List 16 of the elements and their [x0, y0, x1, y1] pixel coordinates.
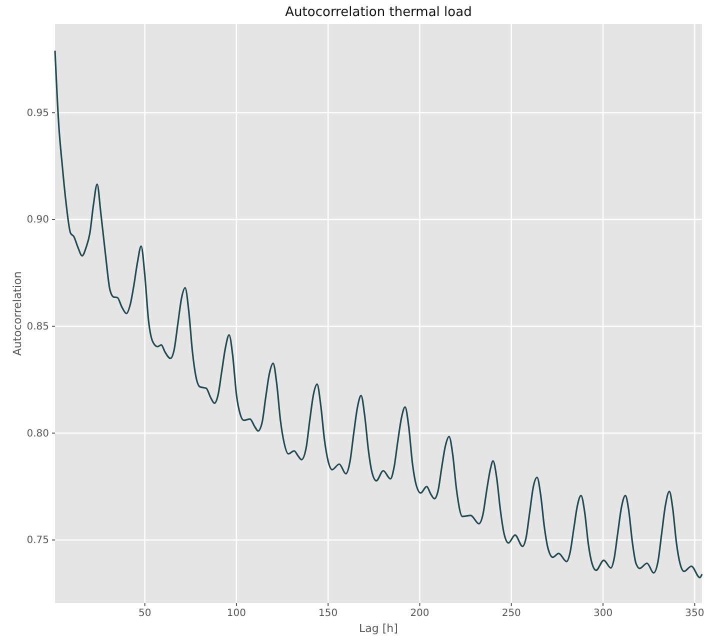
x-tick-label: 150: [318, 608, 338, 620]
x-tick-label: 250: [502, 608, 521, 620]
x-axis-title: Lag [h]: [359, 622, 398, 635]
chart-title: Autocorrelation thermal load: [285, 5, 472, 20]
y-tick-label: 0.80: [26, 428, 49, 440]
x-tick-label: 350: [685, 608, 704, 620]
x-tick-label: 300: [593, 608, 613, 620]
y-tick-label: 0.90: [26, 214, 49, 226]
y-axis-title: Autocorrelation: [11, 271, 24, 356]
y-tick-label: 0.95: [26, 108, 49, 119]
x-tick-label: 50: [138, 608, 152, 620]
x-tick-label: 200: [410, 608, 430, 620]
y-tick-label: 0.75: [26, 535, 49, 546]
x-tick-label: 100: [226, 608, 246, 620]
y-tick-label: 0.85: [26, 322, 49, 333]
line-series: [54, 50, 703, 578]
